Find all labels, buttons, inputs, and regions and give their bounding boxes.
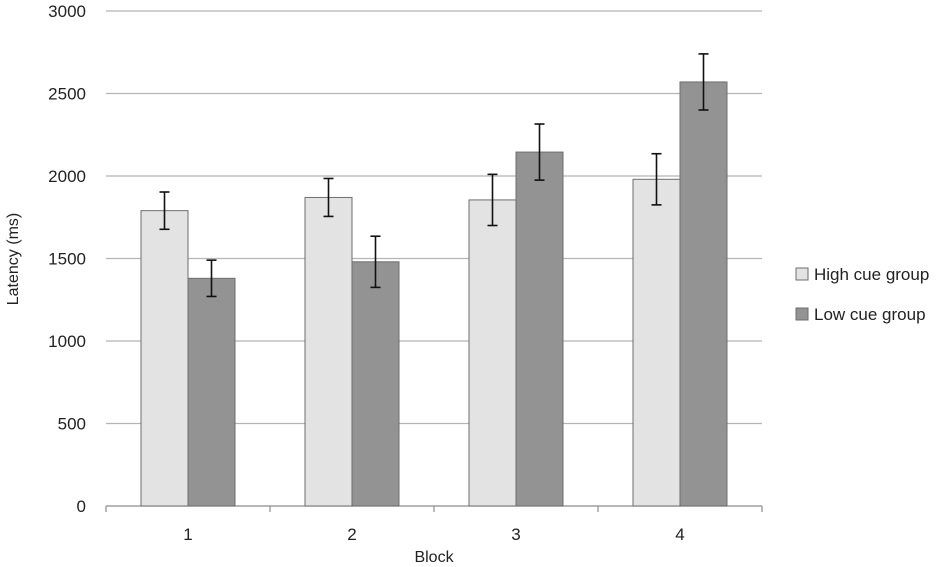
- legend-label-high-cue: High cue group: [814, 265, 929, 284]
- x-tick-label: 3: [511, 525, 520, 544]
- legend-label-low-cue: Low cue group: [814, 305, 926, 324]
- bar-low-cue-block-2: [351, 261, 400, 507]
- x-tick-label: 2: [347, 525, 356, 544]
- y-tick-label: 2500: [48, 85, 86, 104]
- bars: [140, 81, 728, 507]
- x-tick-labels: 1 2 3 4: [105, 506, 763, 544]
- y-tick-labels: 0 500 1000 1500 2000 2500 3000: [48, 2, 86, 516]
- bar-high-cue-block-3: [468, 199, 517, 507]
- bar-high-cue-block-2: [304, 196, 353, 507]
- error-bars: [159, 53, 709, 298]
- legend-swatch-high-cue: [795, 267, 809, 281]
- y-tick-label: 500: [58, 415, 86, 434]
- bar-high-cue-block-4: [632, 178, 681, 507]
- y-tick-label: 1500: [48, 250, 86, 269]
- y-axis-title: Latency (ms): [5, 213, 22, 305]
- x-tick-label: 4: [675, 525, 684, 544]
- y-tick-label: 1000: [48, 332, 86, 351]
- y-tick-label: 3000: [48, 2, 86, 21]
- bar-low-cue-block-4: [679, 81, 728, 507]
- bar-low-cue-block-1: [187, 277, 236, 507]
- y-tick-label: 0: [77, 497, 86, 516]
- x-tick-label: 1: [183, 525, 192, 544]
- y-tick-label: 2000: [48, 167, 86, 186]
- x-axis-title: Block: [414, 549, 454, 566]
- bar-low-cue-block-3: [515, 151, 564, 507]
- bar-high-cue-block-1: [140, 210, 189, 507]
- legend: High cue group Low cue group: [795, 265, 929, 324]
- legend-swatch-low-cue: [795, 307, 809, 321]
